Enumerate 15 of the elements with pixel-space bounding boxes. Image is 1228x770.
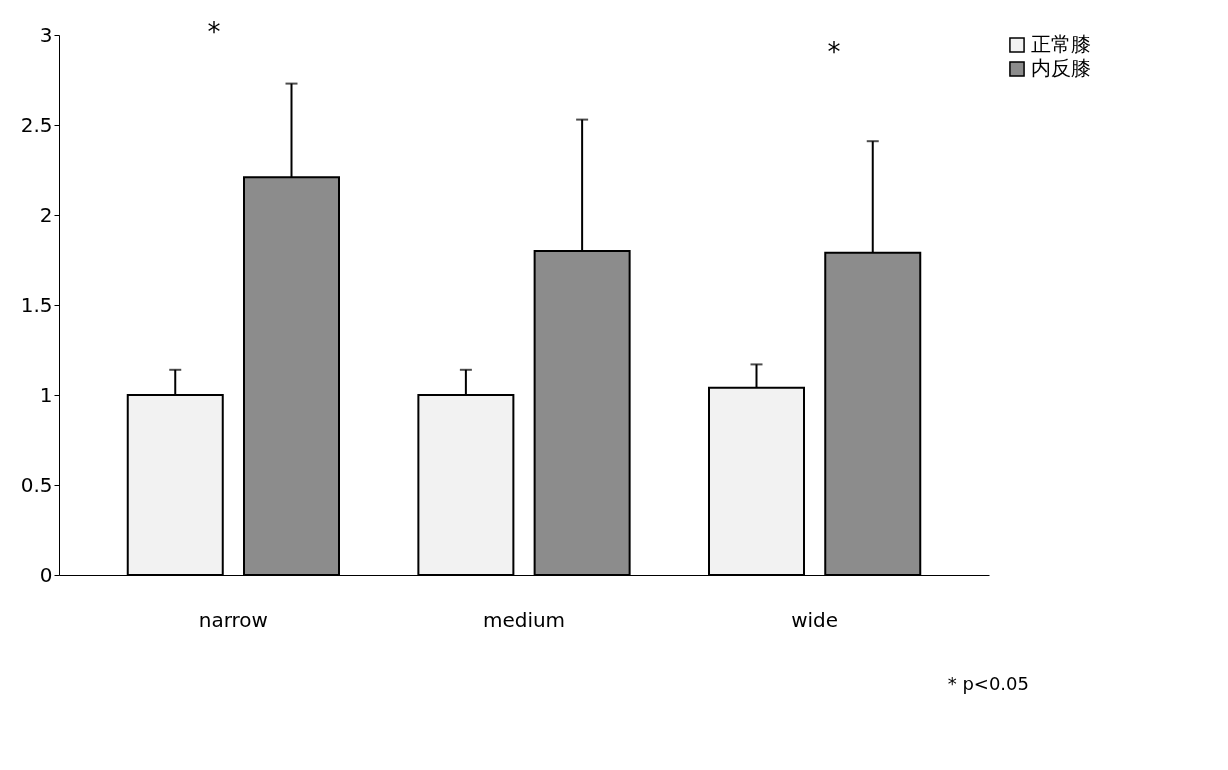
- legend-label: 正常膝: [1031, 32, 1091, 56]
- x-tick-label: wide: [791, 607, 839, 632]
- y-tick-label: 3: [39, 22, 53, 47]
- y-tick-label: 1: [39, 382, 53, 407]
- legend-label: 内反膝: [1031, 56, 1091, 80]
- x-tick-label: narrow: [198, 607, 268, 632]
- y-tick-label: 2: [39, 202, 53, 227]
- annotation: *: [827, 37, 841, 67]
- x-tick-label: medium: [482, 607, 566, 632]
- y-tick-label: 1.5: [20, 292, 53, 317]
- annotation: *: [207, 17, 221, 47]
- y-tick-label: 0.5: [20, 472, 53, 497]
- y-tick-label: 2.5: [20, 112, 53, 137]
- text: * p<0.05: [947, 673, 1029, 694]
- y-tick-label: 0: [39, 562, 53, 587]
